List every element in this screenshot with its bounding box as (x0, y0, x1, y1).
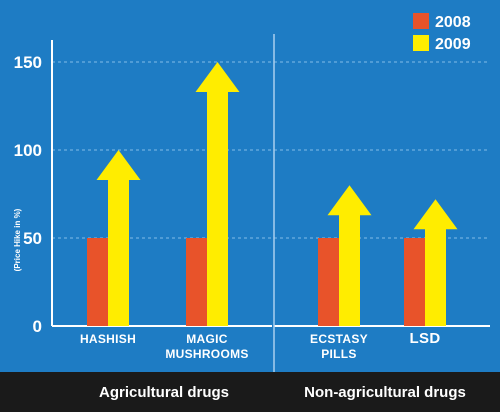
arrow-2009 (327, 185, 372, 326)
bar-2008 (404, 238, 425, 326)
category-label: PILLS (321, 347, 357, 361)
y-tick-label: 50 (23, 229, 42, 248)
legend-label: 2008 (435, 14, 471, 31)
group-label-bar (0, 372, 500, 412)
category-label: MUSHROOMS (165, 347, 248, 361)
bar-2008 (87, 238, 108, 326)
legend-swatch (413, 35, 429, 51)
y-tick-label: 0 (33, 317, 42, 336)
y-tick-labels: 0 50 100 150 (14, 53, 42, 336)
group-label: Agricultural drugs (99, 384, 229, 401)
arrow-2009 (413, 199, 458, 326)
arrow-2009 (195, 62, 240, 326)
y-axis-label: (Price Hike in %) (13, 208, 22, 271)
category-label: ECSTASY (310, 332, 368, 346)
y-tick-label: 100 (14, 141, 42, 160)
category-label: MAGIC (186, 332, 228, 346)
legend-label: 2009 (435, 36, 471, 53)
y-tick-label: 150 (14, 53, 42, 72)
arrow-2009 (96, 150, 141, 326)
category-label: HASHISH (80, 332, 136, 346)
group-label: Non-agricultural drugs (304, 384, 466, 401)
legend-swatch (413, 13, 429, 29)
group-labels: Agricultural drugs Non-agricultural drugs (99, 384, 466, 401)
category-label: LSD (410, 330, 441, 347)
bar-2008 (186, 238, 207, 326)
bars (87, 62, 458, 326)
bar-2008 (318, 238, 339, 326)
legend: 2008 2009 (413, 13, 471, 53)
